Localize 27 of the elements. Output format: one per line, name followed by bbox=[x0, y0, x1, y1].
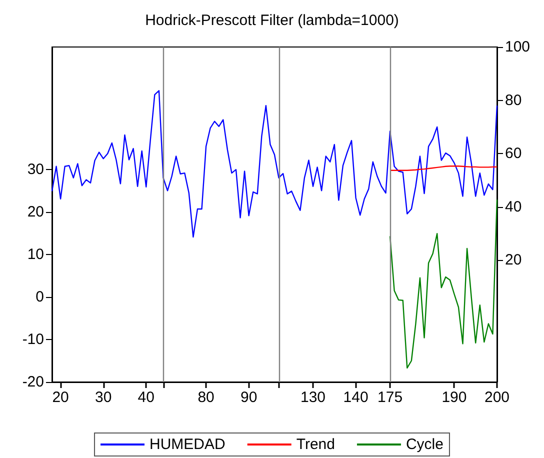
y2-tick-label: 20 bbox=[505, 252, 522, 269]
x-tick-label: 175 bbox=[378, 389, 403, 406]
x-tick-label: 130 bbox=[300, 389, 326, 406]
x-tick-label: 40 bbox=[138, 389, 154, 406]
line-series bbox=[51, 90, 498, 238]
x-tick-label: 190 bbox=[442, 389, 467, 406]
x-tick-label: 140 bbox=[343, 389, 368, 406]
y2-tick-label: 100 bbox=[505, 38, 530, 56]
y-tick-label: -10 bbox=[22, 330, 44, 348]
y2-tick-label: 40 bbox=[505, 198, 522, 216]
x-tick-label: 80 bbox=[198, 389, 214, 406]
y2-tick-label: 80 bbox=[505, 92, 522, 109]
y-tick-label: -20 bbox=[22, 374, 44, 390]
x-tick-label: 90 bbox=[240, 389, 258, 406]
y2-tick-label: 60 bbox=[505, 145, 522, 162]
x-tick-label: 30 bbox=[95, 389, 112, 406]
y-tick-label: 20 bbox=[27, 203, 44, 220]
legend-label: HUMEDAD bbox=[150, 436, 226, 453]
x-tick-label: 20 bbox=[52, 389, 69, 406]
y-tick-label: 30 bbox=[27, 160, 44, 178]
y-tick-label: 0 bbox=[36, 288, 44, 306]
line-series bbox=[389, 199, 498, 369]
x-tick-label: 200 bbox=[484, 389, 510, 406]
legend-label: Cycle bbox=[406, 436, 444, 453]
y-tick-label: 10 bbox=[27, 246, 44, 263]
chart-title: Hodrick-Prescott Filter (lambda=1000) bbox=[145, 12, 399, 29]
legend-label: Trend bbox=[296, 436, 335, 453]
